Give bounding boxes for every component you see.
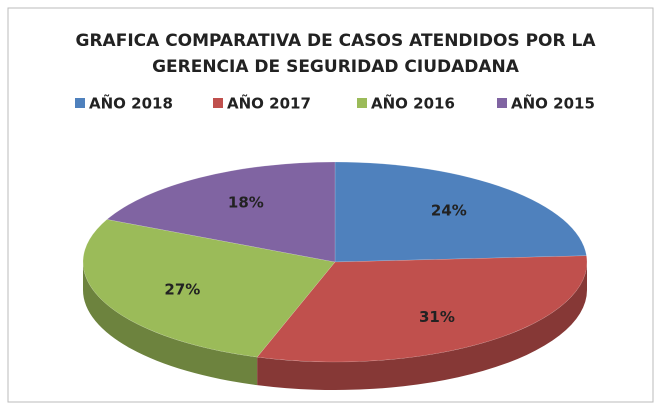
- legend-swatch: [497, 98, 507, 108]
- pie-slice-side: [257, 262, 587, 390]
- pie-slice-side: [83, 262, 258, 386]
- pie-tops: [82, 161, 588, 363]
- legend-label: AÑO 2016: [371, 94, 455, 113]
- data-label: 18%: [228, 193, 264, 211]
- data-label: 24%: [431, 201, 467, 219]
- data-label: 27%: [164, 280, 200, 298]
- legend-label: AÑO 2017: [227, 94, 311, 113]
- pie-slice: [82, 219, 336, 358]
- chart-border: [7, 7, 654, 403]
- legend-swatch: [357, 98, 367, 108]
- data-label: 31%: [419, 308, 455, 326]
- chart-title: GRAFICA COMPARATIVA DE CASOS ATENDIDOS P…: [75, 31, 596, 77]
- legend-swatch: [75, 98, 85, 108]
- legend-swatch: [213, 98, 223, 108]
- pie-slice: [106, 161, 336, 263]
- legend-label: AÑO 2015: [511, 94, 595, 113]
- pie-sides: [83, 262, 587, 390]
- pie-slice: [256, 255, 588, 363]
- data-labels: 24% 31% 27% 18%: [164, 193, 466, 325]
- legend: AÑO 2018 AÑO 2017 AÑO 2016 AÑO 2015: [75, 94, 595, 113]
- pie-slice: [334, 161, 587, 263]
- legend-label: AÑO 2018: [89, 94, 173, 113]
